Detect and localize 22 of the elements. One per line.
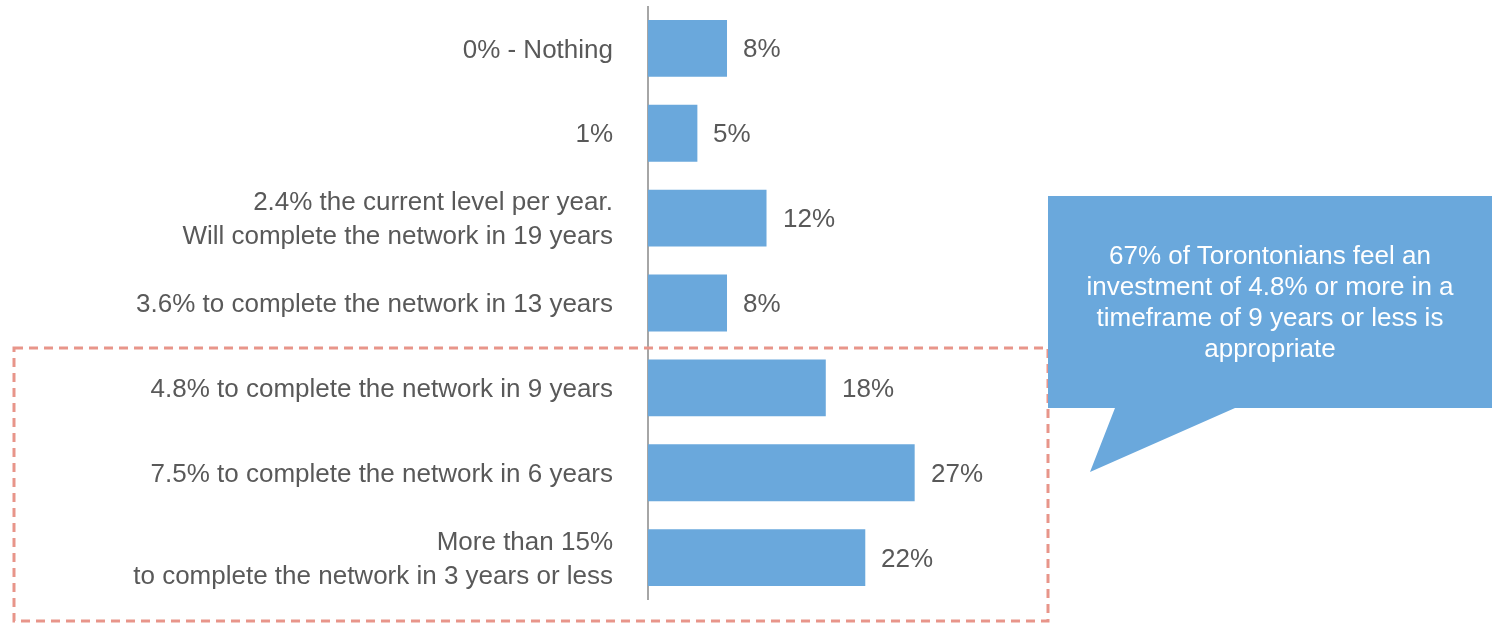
y-tick-label: 2.4% the current level per year. Will complete the network in 19 years [182, 186, 613, 251]
data-label: 27% [931, 458, 984, 488]
y-tick-label: 3.6% to complete the network in 13 years [136, 288, 613, 319]
bar [648, 444, 915, 502]
data-label: 18% [842, 373, 895, 403]
data-label: 22% [881, 543, 934, 573]
data-label: 8% [743, 33, 781, 63]
text: 67% of Torontonians feel an investment of 4.8% or more in a timeframe of 9 years or less is appropriate [1085, 239, 1455, 365]
y-tick-label: 1% [575, 118, 613, 149]
y-tick-label: 7.5% to complete the network in 6 years [150, 457, 613, 488]
bar [648, 189, 767, 247]
bar [648, 20, 728, 77]
bar [648, 359, 826, 417]
y-tick-label: More than 15% to complete the network in 3 years or less [133, 525, 613, 590]
data-label: 5% [713, 118, 751, 148]
bar [648, 529, 866, 586]
bar [648, 274, 728, 332]
bar [648, 104, 698, 162]
data-label: 12% [783, 203, 836, 233]
y-tick-label: 0% - Nothing [462, 33, 613, 64]
data-label: 8% [743, 288, 781, 318]
y-tick-label: 4.8% to complete the network in 9 years [150, 372, 613, 403]
